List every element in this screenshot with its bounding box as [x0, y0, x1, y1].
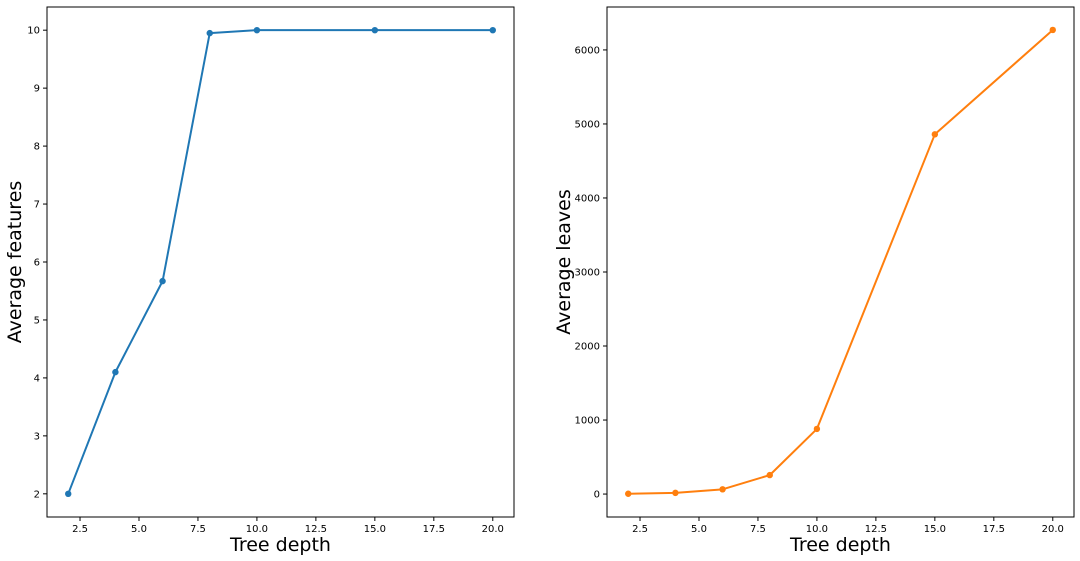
x-tick-label: 2.5	[72, 524, 88, 535]
data-point	[813, 425, 821, 433]
data-point	[206, 29, 213, 37]
data-point	[253, 26, 261, 34]
y-tick-label: 10	[27, 26, 40, 37]
y-tick-label: 4000	[575, 193, 600, 204]
y-tick-label: 5000	[575, 119, 600, 130]
y-tick-label: 6000	[575, 45, 600, 56]
chart-panel-average-features: Tree depth Average features 2.5 5.0 7.5 10.…	[4, 6, 515, 556]
x-tick-label: 20.0	[482, 524, 504, 535]
data-point	[672, 489, 679, 497]
data-point	[112, 368, 119, 376]
x-tick-label: 10.0	[806, 524, 828, 535]
plot-area-frame	[606, 6, 1075, 518]
x-tick-label: 10.0	[246, 524, 268, 535]
x-axis-label: Tree depth	[229, 534, 331, 556]
data-point	[371, 26, 379, 34]
data-point	[159, 277, 166, 285]
x-tick-label: 7.5	[190, 524, 206, 535]
x-tick-label: 7.5	[750, 524, 766, 535]
y-tick-label: 1000	[575, 416, 600, 427]
series-line	[628, 29, 1054, 495]
y-tick-label: 9	[34, 84, 40, 95]
data-point	[1049, 26, 1056, 34]
x-axis-label: Tree depth	[789, 534, 891, 556]
x-tick-label: 2.5	[632, 524, 648, 535]
y-tick-label: 2000	[575, 342, 600, 353]
y-tick-label: 8	[34, 142, 40, 153]
data-point	[625, 490, 632, 497]
y-tick-label: 0	[594, 490, 600, 501]
x-tick-label: 17.5	[983, 524, 1005, 535]
data-point	[489, 26, 496, 34]
x-tick-label: 15.0	[924, 524, 946, 535]
data-point	[931, 131, 939, 138]
y-tick-label: 7	[34, 200, 40, 211]
y-tick-label: 3000	[575, 267, 600, 278]
y-tick-label: 5	[34, 315, 40, 326]
x-tick-label: 17.5	[423, 524, 445, 535]
y-axis-label: Average features	[4, 181, 26, 344]
data-point	[65, 490, 72, 498]
x-tick-label: 5.0	[691, 524, 707, 535]
y-axis-label: Average leaves	[553, 189, 575, 335]
y-tick-label: 4	[34, 373, 40, 384]
x-tick-label: 12.5	[305, 524, 327, 535]
data-point	[766, 471, 773, 479]
x-tick-label: 20.0	[1042, 524, 1064, 535]
y-tick-label: 2	[34, 489, 40, 500]
x-tick-label: 5.0	[131, 524, 147, 535]
chart-panel-average-leaves: Tree depth Average leaves 2.5 5.0 7.5 10.0 1…	[553, 6, 1075, 556]
series-line	[67, 29, 493, 495]
x-tick-label: 15.0	[364, 524, 386, 535]
plot-area-frame	[46, 6, 515, 518]
y-tick-label: 3	[34, 431, 40, 442]
data-point	[719, 486, 726, 493]
y-tick-label: 6	[34, 258, 40, 269]
x-tick-label: 12.5	[865, 524, 887, 535]
